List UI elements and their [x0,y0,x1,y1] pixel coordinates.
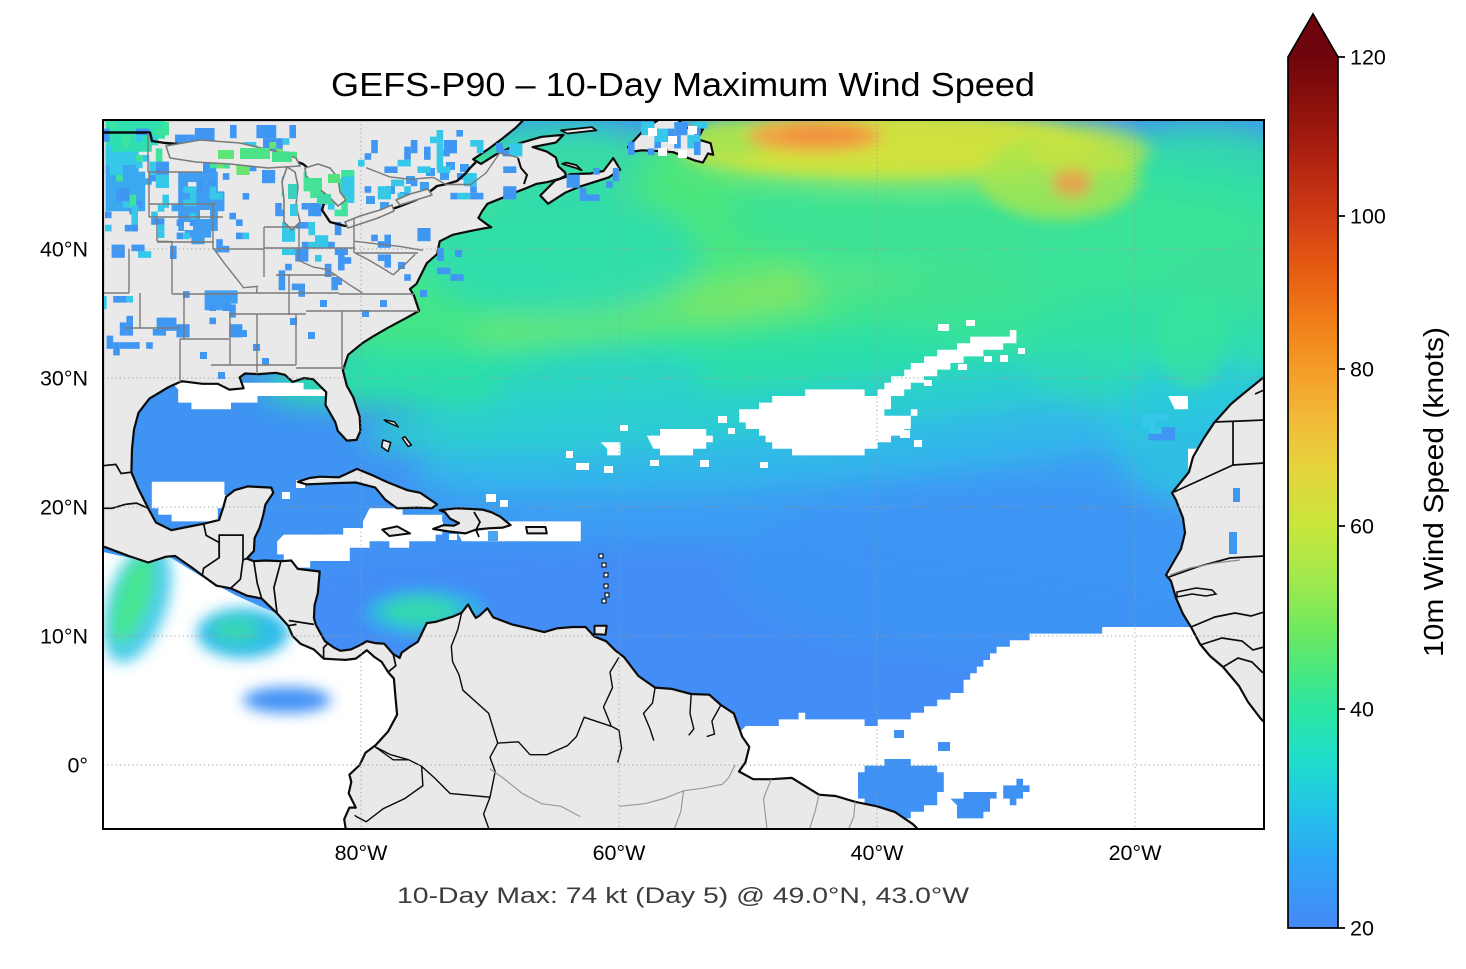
svg-text:10-Day Max: 74 kt (Day 5) @ 49: 10-Day Max: 74 kt (Day 5) @ 49.0°N, 43.0… [397,883,969,908]
svg-text:100: 100 [1350,205,1386,229]
svg-text:GEFS-P90 – 10-Day Maximum Wind: GEFS-P90 – 10-Day Maximum Wind Speed [331,66,1035,103]
svg-text:60°W: 60°W [593,841,647,865]
svg-text:20°W: 20°W [1109,841,1163,865]
svg-text:10m Wind Speed (knots): 10m Wind Speed (knots) [1418,327,1449,657]
svg-text:80°W: 80°W [335,841,389,865]
svg-text:40°W: 40°W [851,841,905,865]
svg-text:80: 80 [1350,358,1374,382]
svg-text:40°N: 40°N [40,238,88,262]
svg-text:30°N: 30°N [40,367,88,391]
svg-text:60: 60 [1350,515,1374,539]
svg-text:20: 20 [1350,917,1374,941]
svg-text:40: 40 [1350,698,1374,722]
svg-text:20°N: 20°N [40,496,88,520]
svg-text:0°: 0° [67,754,88,778]
svg-text:120: 120 [1350,46,1386,70]
svg-text:10°N: 10°N [40,625,88,649]
